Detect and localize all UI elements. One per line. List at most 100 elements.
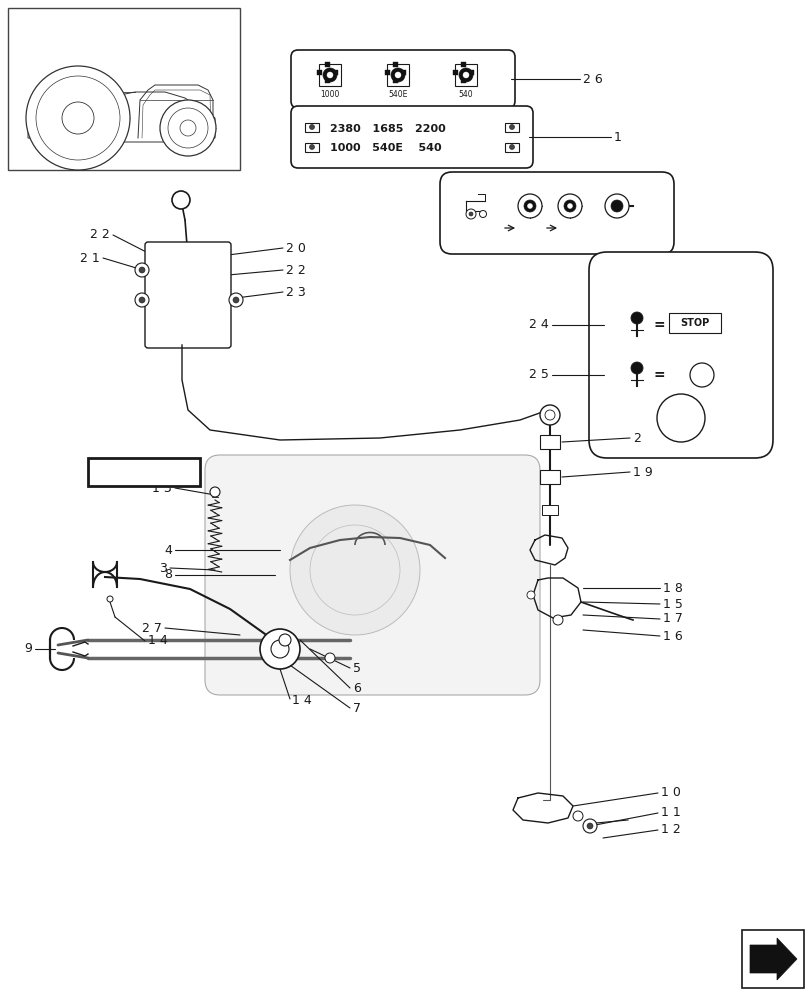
FancyBboxPatch shape bbox=[588, 252, 772, 458]
Text: 4: 4 bbox=[164, 544, 172, 556]
Text: 1.80.1/7: 1.80.1/7 bbox=[115, 466, 173, 479]
FancyBboxPatch shape bbox=[290, 50, 514, 108]
Text: 1 0: 1 0 bbox=[660, 786, 680, 799]
Text: 1 1: 1 1 bbox=[660, 806, 680, 819]
Text: 1 6: 1 6 bbox=[663, 630, 682, 643]
Bar bbox=[88, 458, 200, 486]
Circle shape bbox=[229, 293, 242, 307]
Circle shape bbox=[168, 108, 208, 148]
Text: 1 8: 1 8 bbox=[663, 582, 682, 594]
Text: 8: 8 bbox=[164, 568, 172, 582]
Text: 3: 3 bbox=[159, 562, 167, 574]
Bar bbox=[316, 70, 322, 75]
Circle shape bbox=[391, 68, 405, 82]
Bar bbox=[401, 70, 406, 75]
Circle shape bbox=[36, 76, 120, 160]
Circle shape bbox=[107, 596, 113, 602]
Circle shape bbox=[135, 263, 148, 277]
Text: 540E: 540E bbox=[388, 90, 407, 99]
Text: 2 6: 2 6 bbox=[582, 73, 602, 86]
Circle shape bbox=[394, 72, 401, 78]
Circle shape bbox=[508, 125, 514, 130]
Bar bbox=[305, 123, 319, 132]
Bar bbox=[393, 62, 397, 67]
Text: 1: 1 bbox=[613, 131, 621, 144]
Text: 2 2: 2 2 bbox=[90, 229, 109, 241]
Bar bbox=[454, 64, 476, 86]
Bar bbox=[324, 62, 329, 67]
Circle shape bbox=[656, 394, 704, 442]
Text: STOP: STOP bbox=[680, 318, 709, 328]
Bar bbox=[539, 470, 560, 484]
Circle shape bbox=[469, 212, 473, 216]
Circle shape bbox=[279, 634, 290, 646]
Circle shape bbox=[324, 653, 335, 663]
Bar bbox=[319, 64, 341, 86]
Circle shape bbox=[271, 640, 289, 658]
Bar bbox=[387, 64, 409, 86]
Text: 7: 7 bbox=[353, 702, 361, 714]
Text: 1 5: 1 5 bbox=[663, 597, 682, 610]
Circle shape bbox=[517, 194, 541, 218]
Circle shape bbox=[180, 120, 195, 136]
Circle shape bbox=[610, 200, 622, 212]
Text: 1 7: 1 7 bbox=[663, 612, 682, 626]
Circle shape bbox=[160, 100, 216, 156]
Bar bbox=[539, 435, 560, 449]
Text: 2: 2 bbox=[633, 432, 640, 444]
FancyBboxPatch shape bbox=[290, 106, 532, 168]
Circle shape bbox=[210, 487, 220, 497]
Circle shape bbox=[323, 68, 337, 82]
Circle shape bbox=[309, 145, 314, 150]
Text: 2380   1685   2200: 2380 1685 2200 bbox=[329, 124, 445, 134]
Text: 1 3: 1 3 bbox=[152, 482, 172, 494]
Bar bbox=[461, 78, 466, 83]
Text: =: = bbox=[652, 368, 664, 382]
Circle shape bbox=[462, 72, 469, 78]
Bar bbox=[504, 143, 518, 152]
Text: 1000: 1000 bbox=[320, 90, 339, 99]
Circle shape bbox=[310, 525, 400, 615]
Text: 1 4: 1 4 bbox=[148, 635, 168, 648]
Text: 9: 9 bbox=[24, 643, 32, 656]
Circle shape bbox=[233, 297, 238, 303]
Bar bbox=[741, 930, 803, 988]
Bar bbox=[504, 123, 518, 132]
Circle shape bbox=[172, 191, 190, 209]
Text: 540: 540 bbox=[458, 90, 473, 99]
Circle shape bbox=[309, 125, 314, 130]
Text: 2 2: 2 2 bbox=[285, 263, 306, 276]
Circle shape bbox=[526, 591, 534, 599]
Circle shape bbox=[544, 410, 554, 420]
Polygon shape bbox=[749, 938, 796, 980]
Text: 5: 5 bbox=[353, 662, 361, 674]
Bar bbox=[384, 70, 389, 75]
Circle shape bbox=[557, 194, 581, 218]
Circle shape bbox=[458, 68, 473, 82]
Text: =: = bbox=[652, 318, 664, 332]
Text: 1000   540E    540: 1000 540E 540 bbox=[329, 143, 441, 153]
Circle shape bbox=[552, 615, 562, 625]
Text: 1 9: 1 9 bbox=[633, 466, 652, 479]
Circle shape bbox=[479, 211, 486, 218]
Bar bbox=[541, 505, 557, 515]
Circle shape bbox=[523, 200, 535, 212]
Bar bbox=[469, 70, 474, 75]
Text: 1 2: 1 2 bbox=[660, 823, 680, 836]
Circle shape bbox=[508, 145, 514, 150]
Circle shape bbox=[539, 405, 560, 425]
Bar bbox=[8, 8, 240, 170]
FancyBboxPatch shape bbox=[440, 172, 673, 254]
Circle shape bbox=[290, 505, 419, 635]
Circle shape bbox=[586, 823, 592, 829]
Circle shape bbox=[260, 629, 299, 669]
Bar bbox=[453, 70, 457, 75]
Text: 2 0: 2 0 bbox=[285, 241, 306, 254]
Text: 6: 6 bbox=[353, 682, 360, 694]
Circle shape bbox=[630, 312, 642, 324]
Circle shape bbox=[604, 194, 629, 218]
Circle shape bbox=[582, 819, 596, 833]
Text: 2 5: 2 5 bbox=[529, 368, 548, 381]
Bar bbox=[305, 143, 319, 152]
Bar bbox=[393, 78, 397, 83]
